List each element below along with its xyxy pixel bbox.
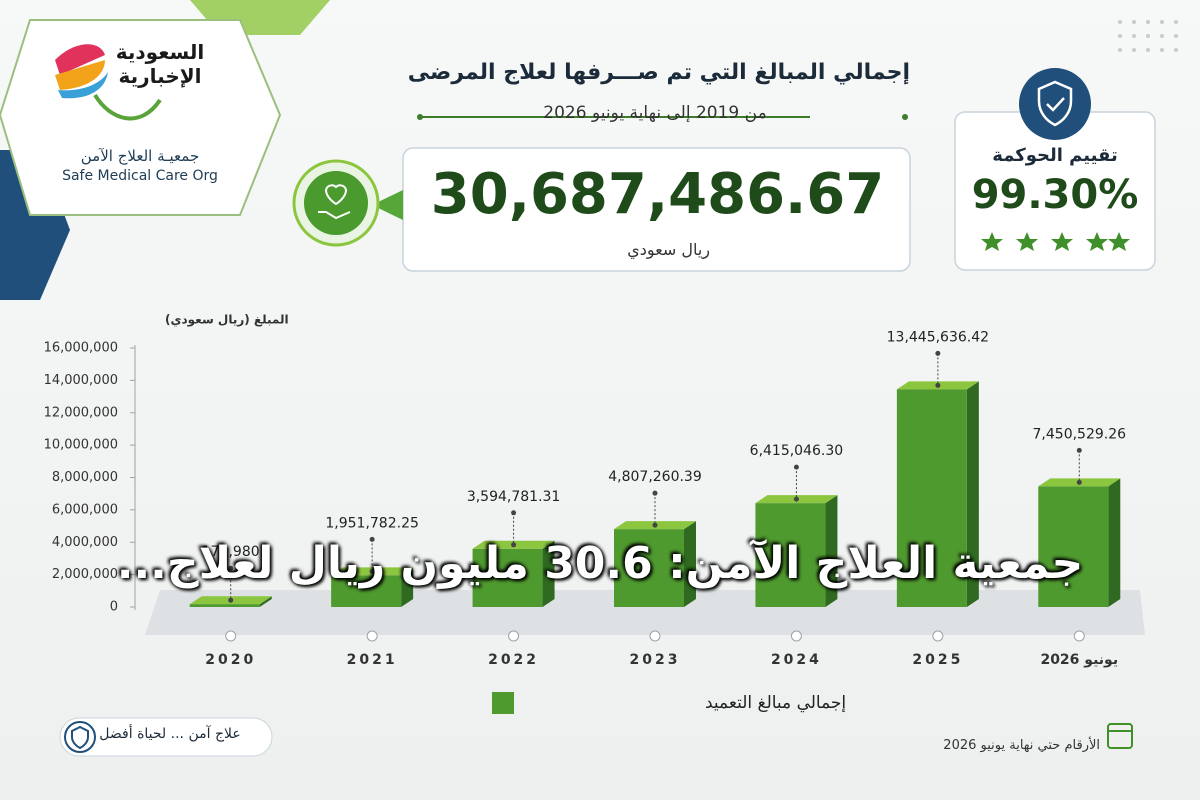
value-leader-dot <box>935 350 941 356</box>
value-leader-dot <box>1076 447 1082 453</box>
bar <box>331 575 402 607</box>
bar-side <box>1108 478 1121 607</box>
governance-label: تقييم الحوكمة <box>992 145 1118 166</box>
value-leader-dot <box>935 382 941 388</box>
category-dot <box>225 630 237 642</box>
y-tick-label: 12,000,000 <box>44 405 118 420</box>
category-dot <box>649 630 661 642</box>
value-leader-dot <box>793 496 799 502</box>
bar <box>896 389 967 607</box>
bar-side <box>684 521 696 607</box>
bar-side <box>542 540 555 607</box>
bar <box>614 529 684 607</box>
y-tick-label: 10,000,000 <box>44 438 118 453</box>
value-leader-dot <box>228 565 234 571</box>
total-amount: 30,687,486.67 <box>430 162 885 227</box>
value-leader-dot <box>228 597 234 603</box>
category-dot <box>932 630 944 642</box>
value-label: 172,980 <box>202 544 260 560</box>
headline-overlay: جمعية العلاج الآمن: 30.6 مليون ريال لعلا… <box>116 538 1084 589</box>
y-tick-label: 6,000,000 <box>52 502 118 517</box>
category-dot <box>366 630 378 642</box>
bar <box>1038 486 1109 607</box>
org-name-ar: جمعيـة العلاج الآمن <box>80 147 200 165</box>
category-dot <box>1073 630 1085 642</box>
bar <box>472 548 543 607</box>
y-tick-label: 2,000,000 <box>52 567 118 582</box>
subtitle: من 2019 إلى نهاية يونيو 2026 <box>543 103 767 123</box>
y-tick-label: 0 <box>110 600 118 615</box>
value-leader-dot <box>369 568 375 574</box>
y-tick-label: 14,000,000 <box>44 373 118 388</box>
y-tick-label: 16,000,000 <box>44 341 118 356</box>
bar-side <box>401 567 414 607</box>
slogan: علاج آمن ... لحياة أفضل <box>99 726 241 742</box>
bar <box>189 604 260 607</box>
org-name-en: Safe Medical Care Org <box>62 168 218 184</box>
bar-side <box>825 495 838 607</box>
category-dot <box>790 630 802 642</box>
x-tick-label: 2024 <box>771 652 822 668</box>
value-leader-dot <box>793 464 799 470</box>
value-leader-dot <box>652 490 658 496</box>
value-leader-dot <box>652 522 658 528</box>
y-tick-label: 8,000,000 <box>52 470 118 485</box>
value-label: 4,807,260.39 <box>608 469 702 485</box>
value-leader-dot <box>369 536 375 542</box>
bar-side <box>966 381 979 607</box>
value-label: 3,594,781.31 <box>467 489 561 505</box>
value-leader-dot <box>511 510 517 516</box>
bar-side <box>259 596 272 607</box>
legend-label: إجمالي مبالغ التعميد <box>705 693 846 713</box>
outlet-logo: السعودية الإخبارية <box>115 40 205 88</box>
x-tick-label: 2025 <box>912 652 963 668</box>
y-axis-label: المبلغ (ريال سعودي) <box>165 313 289 328</box>
x-tick-label: 2023 <box>630 652 681 668</box>
title: إجمالي المبالغ التي تم صـــرفها لعلاج ال… <box>407 60 910 85</box>
value-leader-dot <box>1076 479 1082 485</box>
legend-swatch <box>492 692 514 714</box>
x-tick-label: 2022 <box>488 652 539 668</box>
x-tick-label: 2020 <box>205 652 256 668</box>
value-leader-dot <box>511 542 517 548</box>
y-tick-label: 4,000,000 <box>52 535 118 550</box>
value-label: 13,445,636.42 <box>887 329 989 345</box>
total-unit: ريال سعودي <box>627 240 710 259</box>
bar <box>755 503 826 607</box>
x-tick-label: يونيو 2026 <box>1040 652 1118 668</box>
x-tick-label: 2021 <box>347 652 398 668</box>
category-dot <box>508 630 520 642</box>
value-label: 1,951,782.25 <box>325 515 419 531</box>
value-label: 6,415,046.30 <box>750 443 844 459</box>
governance-score: 99.30% <box>971 172 1139 218</box>
value-label: 7,450,529.26 <box>1033 426 1127 442</box>
footer-note: الأرقام حتي نهاية يونيو 2026 <box>943 738 1100 753</box>
